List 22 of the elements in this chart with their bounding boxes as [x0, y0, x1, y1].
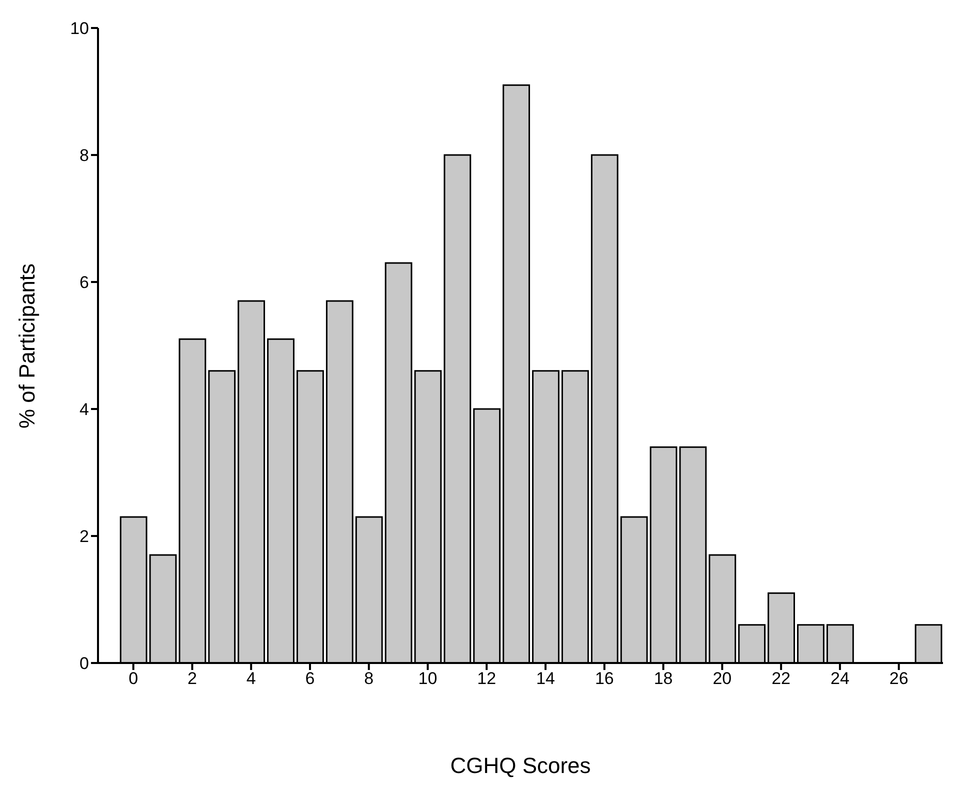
y-tick-label: 8 [80, 146, 89, 166]
x-tick-label: 6 [305, 669, 315, 688]
x-tick-label: 22 [772, 669, 791, 688]
y-tick-label: 2 [80, 527, 89, 546]
y-tick-label: 0 [80, 654, 89, 674]
x-tick-label: 14 [536, 669, 555, 688]
x-tick-label: 26 [889, 669, 908, 688]
y-tick-label: 6 [80, 273, 89, 292]
x-tick-label: 24 [830, 669, 850, 688]
x-tick-label: 0 [128, 669, 138, 688]
x-tick-label: 16 [594, 669, 614, 688]
y-axis-title: % of Participants [15, 262, 41, 428]
x-tick-label: 12 [477, 669, 496, 688]
x-tick-label: 4 [246, 669, 256, 688]
x-tick-label: 18 [654, 669, 673, 688]
x-axis-title: CGHQ Scores [450, 753, 591, 779]
x-tick-label: 10 [418, 669, 438, 688]
x-tick-label: 20 [712, 669, 732, 688]
x-tick-label: 8 [364, 669, 374, 688]
y-tick-label: 10 [70, 19, 89, 38]
y-tick-label: 4 [80, 400, 89, 420]
x-tick-label: 2 [187, 669, 197, 688]
